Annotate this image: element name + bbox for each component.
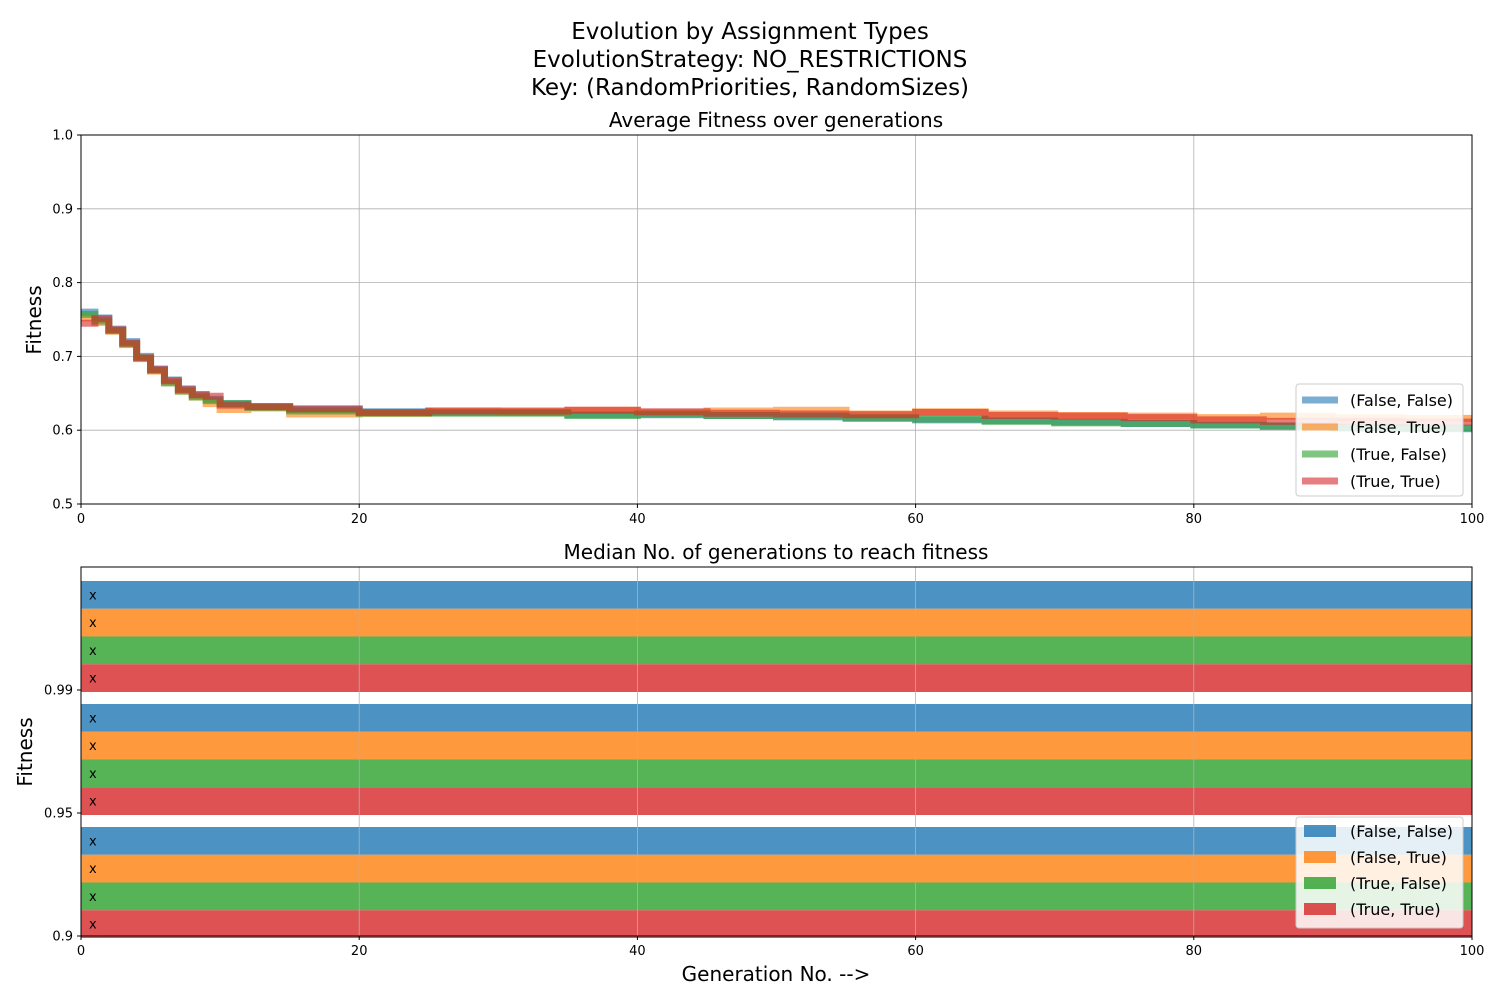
bar-1-2 [81, 759, 1472, 788]
bar-label-x: x [89, 834, 97, 849]
bar-0-2 [81, 636, 1472, 665]
bar-chart-xlabel: Generation No. --> [682, 962, 871, 986]
bar-1-1 [81, 731, 1472, 760]
line-chart-frame [80, 134, 1473, 505]
suptitle-line-3: Key: (RandomPriorities, RandomSizes) [531, 75, 969, 101]
bar-1-3 [81, 787, 1472, 815]
bar-chart-ylabel: Fitness [13, 717, 37, 786]
line-series-3 [81, 315, 1472, 426]
bar-1-0 [81, 704, 1472, 732]
bar-chart-title: Median No. of generations to reach fitne… [564, 540, 989, 564]
bar-chart-xtick-label: 100 [1460, 944, 1485, 959]
bar-label-x: x [89, 588, 97, 603]
line-chart-ytick-label: 0.7 [52, 350, 73, 365]
line-chart-legend: (False, False) (False, True) (True, False)… [1295, 383, 1464, 497]
bar-legend-label: (True, True) [1350, 900, 1441, 919]
bar-label-x: x [89, 711, 97, 726]
bar-2-2 [81, 882, 1472, 911]
line-legend-box [1295, 383, 1464, 497]
bar-chart-xtick-label: 0 [77, 944, 85, 959]
line-chart-xtick-label: 100 [1460, 512, 1485, 527]
median-bar-chart: Median No. of generations to reach fitne… [13, 540, 1484, 986]
bar-legend-swatch [1304, 903, 1336, 915]
bar-legend-swatch [1304, 877, 1336, 889]
bar-label-x: x [89, 616, 97, 631]
bar-0-0 [81, 581, 1472, 609]
line-chart-ytick-label: 0.5 [52, 498, 73, 513]
bar-chart-xtick-label: 20 [351, 944, 368, 959]
bar-label-x: x [89, 890, 97, 905]
line-legend-label: (False, True) [1350, 418, 1447, 437]
bar-chart-ytick-label: 0.9 [52, 930, 73, 945]
bar-chart-xtick-label: 40 [629, 944, 646, 959]
line-legend-label: (False, False) [1350, 391, 1453, 410]
bar-2-3 [81, 910, 1472, 938]
bar-label-x: x [89, 767, 97, 782]
bar-label-x: x [89, 739, 97, 754]
bar-label-x: x [89, 918, 97, 933]
bar-2-0 [81, 827, 1472, 855]
bar-chart-xtick-label: 80 [1186, 944, 1203, 959]
suptitle-line-2: EvolutionStrategy: NO_RESTRICTIONS [533, 47, 968, 73]
bar-label-x: x [89, 644, 97, 659]
bar-label-x: x [89, 862, 97, 877]
line-chart-title: Average Fitness over generations [609, 108, 943, 132]
bar-chart-ytick-label: 0.99 [44, 684, 73, 699]
line-legend-label: (True, True) [1350, 472, 1441, 491]
line-chart-xtick-label: 0 [77, 512, 85, 527]
bar-legend-box [1295, 816, 1464, 929]
line-legend-label: (True, False) [1350, 445, 1447, 464]
bar-0-3 [81, 664, 1472, 692]
bar-legend-label: (False, True) [1350, 848, 1447, 867]
bar-legend-label: (True, False) [1350, 874, 1447, 893]
line-chart-ytick-label: 1.0 [52, 129, 73, 144]
bar-legend-swatch [1304, 825, 1336, 837]
bar-legend-swatch [1304, 851, 1336, 863]
line-chart-xtick-label: 40 [629, 512, 646, 527]
bar-chart-frame [80, 566, 1473, 937]
suptitle-line-1: Evolution by Assignment Types [571, 19, 929, 45]
line-chart-ytick-label: 0.9 [52, 202, 73, 217]
bar-chart-xtick-label: 60 [907, 944, 924, 959]
bar-chart-ytick-label: 0.95 [44, 807, 73, 822]
bar-2-1 [81, 854, 1472, 883]
bar-0-1 [81, 608, 1472, 637]
bar-label-x: x [89, 795, 97, 810]
line-chart-xtick-label: 20 [351, 512, 368, 527]
bar-legend-label: (False, False) [1350, 822, 1453, 841]
line-chart-ytick-label: 0.6 [52, 424, 73, 439]
bar-chart-legend: (False, False) (False, True) (True, False)… [1295, 816, 1464, 929]
fitness-line-chart: Average Fitness over generations Fitness… [22, 108, 1484, 527]
line-chart-xtick-label: 80 [1186, 512, 1203, 527]
bar-label-x: x [89, 672, 97, 687]
line-chart-ylabel: Fitness [22, 285, 46, 354]
line-chart-ytick-label: 0.8 [52, 276, 73, 291]
line-chart-xtick-label: 60 [907, 512, 924, 527]
